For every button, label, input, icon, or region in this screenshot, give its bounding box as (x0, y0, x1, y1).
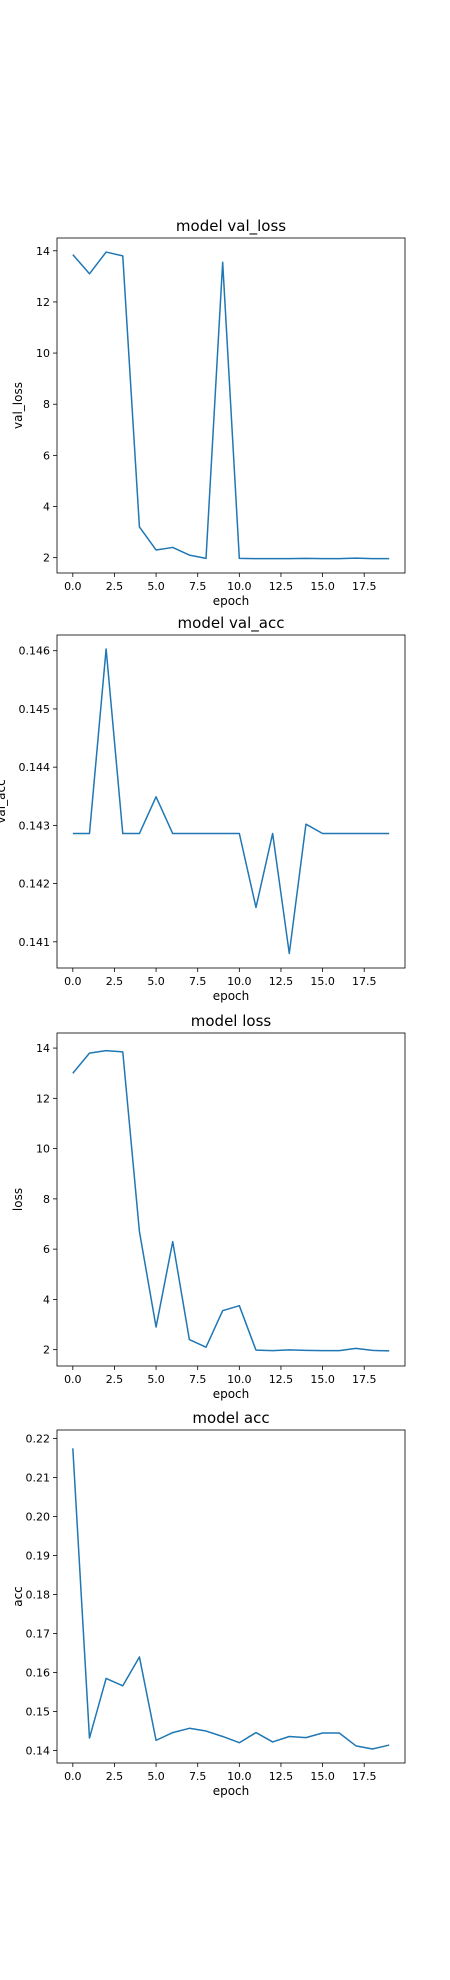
y-axis-label: acc (11, 1586, 25, 1607)
y-tick-label: 14 (36, 245, 50, 258)
y-tick-label: 0.141 (19, 936, 51, 949)
y-tick-label: 0.17 (26, 1628, 51, 1641)
x-tick-label: 2.5 (106, 975, 124, 988)
x-tick-label: 17.5 (352, 1373, 377, 1386)
chart-title: model loss (191, 1012, 272, 1030)
y-tick-label: 10 (36, 1143, 50, 1156)
x-tick-label: 0.0 (64, 580, 82, 593)
x-axis-label: epoch (213, 1784, 250, 1798)
x-tick-label: 5.0 (147, 975, 165, 988)
x-tick-label: 0.0 (64, 975, 82, 988)
x-axis-label: epoch (213, 1387, 250, 1401)
y-axis-label: val_loss (11, 382, 25, 429)
y-tick-label: 0.19 (26, 1550, 51, 1563)
x-tick-label: 7.5 (189, 580, 207, 593)
x-tick-label: 15.0 (310, 1770, 335, 1783)
x-tick-label: 10.0 (227, 1373, 252, 1386)
y-tick-label: 6 (43, 1243, 50, 1256)
y-tick-label: 0.15 (26, 1706, 51, 1719)
axes-frame (56, 634, 406, 969)
y-tick-label: 8 (43, 1193, 50, 1206)
y-tick-label: 4 (43, 1293, 50, 1306)
x-axis-label: epoch (213, 989, 250, 1003)
y-tick-label: 0.22 (26, 1433, 51, 1446)
x-tick-label: 15.0 (310, 1373, 335, 1386)
y-tick-label: 0.14 (26, 1745, 51, 1758)
x-tick-label: 7.5 (189, 975, 207, 988)
y-tick-label: 6 (43, 449, 50, 462)
y-tick-label: 0.21 (26, 1472, 51, 1485)
y-tick-label: 12 (36, 1092, 50, 1105)
axes-frame (56, 1032, 406, 1367)
x-tick-label: 2.5 (106, 580, 124, 593)
y-tick-label: 2 (43, 552, 50, 565)
x-tick-label: 5.0 (147, 1373, 165, 1386)
series-line (72, 251, 390, 560)
x-tick-label: 10.0 (227, 1770, 252, 1783)
chart-panel-acc: model acc epoch acc 0.0 2.5 5.0 7.5 10.0 12.5… (11, 1409, 406, 1798)
series-line (72, 648, 390, 955)
y-tick-label: 2 (43, 1344, 50, 1357)
y-tick-label: 0.16 (26, 1667, 51, 1680)
chart-panel-val-acc: model val_acc epoch val_acc 0.0 2.5 5.0 7.5… (0, 614, 406, 1003)
axes-frame (56, 1429, 406, 1764)
x-tick-label: 15.0 (310, 975, 335, 988)
series-line (72, 1049, 390, 1352)
y-tick-label: 0.143 (19, 819, 51, 832)
chart-title: model acc (192, 1409, 269, 1427)
series-line (72, 1448, 390, 1750)
x-tick-label: 10.0 (227, 975, 252, 988)
y-tick-label: 12 (36, 296, 50, 309)
chart-title: model val_acc (178, 614, 285, 633)
y-tick-label: 0.142 (19, 878, 51, 891)
y-axis-label: val_acc (0, 779, 8, 823)
x-tick-label: 17.5 (352, 1770, 377, 1783)
y-tick-label: 0.18 (26, 1589, 51, 1602)
x-tick-label: 5.0 (147, 580, 165, 593)
chart-title: model val_loss (176, 217, 286, 236)
y-tick-label: 0.20 (26, 1511, 51, 1524)
x-tick-label: 12.5 (269, 580, 294, 593)
x-tick-label: 17.5 (352, 580, 377, 593)
x-tick-label: 2.5 (106, 1770, 124, 1783)
y-axis-label: loss (11, 1188, 25, 1211)
x-tick-label: 2.5 (106, 1373, 124, 1386)
x-tick-label: 7.5 (189, 1770, 207, 1783)
x-tick-label: 15.0 (310, 580, 335, 593)
y-tick-label: 10 (36, 347, 50, 360)
x-tick-label: 7.5 (189, 1373, 207, 1386)
axes-frame (56, 237, 406, 574)
x-tick-label: 12.5 (269, 1770, 294, 1783)
x-tick-label: 12.5 (269, 1373, 294, 1386)
y-tick-label: 0.145 (19, 703, 51, 716)
y-tick-label: 14 (36, 1042, 50, 1055)
x-axis-label: epoch (213, 594, 250, 608)
x-tick-label: 5.0 (147, 1770, 165, 1783)
x-tick-label: 10.0 (227, 580, 252, 593)
x-tick-label: 0.0 (64, 1770, 82, 1783)
x-tick-label: 17.5 (352, 975, 377, 988)
y-tick-label: 0.144 (19, 761, 51, 774)
x-tick-label: 0.0 (64, 1373, 82, 1386)
x-tick-label: 12.5 (269, 975, 294, 988)
y-tick-label: 8 (43, 398, 50, 411)
chart-panel-val-loss: model val_loss epoch val_loss 0.0 2.5 5.0 7… (11, 217, 406, 608)
y-tick-label: 0.146 (19, 645, 51, 658)
chart-panel-loss: model loss epoch loss 0.0 2.5 5.0 7.5 10.0 12… (11, 1012, 406, 1401)
y-tick-label: 4 (43, 501, 50, 514)
